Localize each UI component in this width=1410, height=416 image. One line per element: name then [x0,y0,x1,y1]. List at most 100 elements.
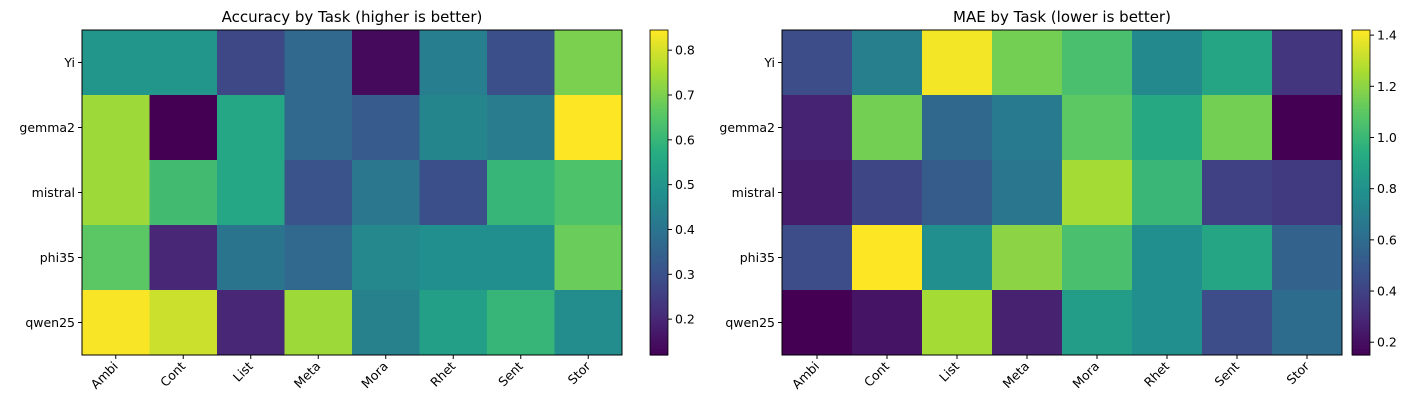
colorbar-segment [650,322,668,327]
colorbar-segment [650,121,668,125]
colorbar-segment [1352,208,1370,213]
colorbar-segment [1352,56,1370,60]
colorbar-segment [650,290,668,294]
x-tick-label: Cont [157,358,188,389]
colorbar-segment [650,43,668,47]
colorbar-segment [650,293,668,298]
colorbar-segment [650,108,668,112]
colorbar-segment [1352,82,1370,86]
colorbar-segment [650,49,668,54]
colorbar-segment [650,225,668,229]
colorbar-segment [1352,264,1370,268]
colorbar-segment [1352,114,1370,119]
y-tick-label: qwen25 [725,315,775,330]
colorbar-segment [1352,195,1370,200]
y-tick-label: phi35 [740,250,775,265]
colorbar-segment [1352,348,1370,353]
colorbar-segment [1352,49,1370,54]
colorbar-segment [1352,143,1370,148]
heatmap-cell [352,30,420,96]
y-tick-label: gemma2 [19,120,75,135]
colorbar-segment [1352,192,1370,197]
colorbar-segment [650,316,668,320]
colorbar-segment [1352,75,1370,80]
x-tick-label: Sent [1211,358,1242,389]
colorbar-segment [1352,101,1370,106]
heatmap-panel-0: Accuracy by Task (higher is better) Yi gem… [19,8,695,392]
heatmap-cell [992,290,1063,356]
heatmap-cell [782,30,853,96]
colorbar-segment [650,332,668,337]
colorbar-segment [1352,228,1370,233]
colorbar-segment [1352,121,1370,125]
colorbar-segment [650,192,668,197]
colorbar-segment [650,309,668,314]
colorbar-segment [650,195,668,200]
colorbar-segment [650,163,668,168]
colorbar-segment [1352,215,1370,220]
heatmap-cell [554,290,623,356]
colorbar-segment [1352,33,1370,38]
chart-title: MAE by Task (lower is better) [953,8,1171,26]
colorbar-segment [650,277,668,281]
y-tick-label: qwen25 [25,315,75,330]
heatmap-cell [922,290,993,356]
colorbar-segment [1352,260,1370,265]
heatmap-cell [1202,225,1273,291]
heatmap-cell [1272,225,1343,291]
x-tick-label: Meta [1000,359,1033,392]
colorbar-tick-label: 0.7 [675,88,695,103]
colorbar-segment [650,156,668,161]
colorbar-segment [650,325,668,330]
x-tick-label: Stor [1283,358,1312,387]
colorbar-segment [650,39,668,44]
colorbar-segment [1352,296,1370,301]
heatmap-cell [1202,160,1273,226]
heatmap-cell [419,290,488,356]
heatmap-cell [352,95,420,161]
heatmap-cell [992,95,1063,161]
heatmap-cell [284,290,353,356]
colorbar-segment [650,137,668,142]
heatmap-cell [284,225,353,291]
colorbar-segment [1352,65,1370,70]
colorbar-segment [1352,85,1370,90]
colorbar-segment [1352,43,1370,47]
heatmap-cell [149,160,218,226]
colorbar-segment [650,186,668,190]
colorbar-segment [650,228,668,233]
colorbar-segment [650,251,668,255]
colorbar-segment [1352,127,1370,132]
colorbar-segment [1352,351,1370,356]
heatmap-cell [782,225,853,291]
heatmap-cell [1272,290,1343,356]
colorbar-segment [1352,130,1370,135]
colorbar-tick-label: 0.2 [1377,335,1397,350]
colorbar-segment [1352,98,1370,103]
colorbar-segment [650,33,668,38]
colorbar-segment [650,52,668,57]
heatmap-cell [284,160,353,226]
colorbar-segment [1352,156,1370,161]
colorbar-segment [650,82,668,86]
heatmap-cell [1132,225,1203,291]
y-tick-label: Yi [63,55,75,70]
colorbar-segment [1352,335,1370,340]
y-tick-label: phi35 [40,250,75,265]
colorbar-segment [1352,247,1370,252]
colorbar-segment [1352,267,1370,272]
colorbar-segment [650,114,668,119]
heatmap-cell [149,290,218,356]
heatmap-cell [352,225,420,291]
colorbar-segment [1352,137,1370,142]
heatmap-cell [1062,160,1133,226]
colorbar-segment [650,72,668,77]
colorbar-segment [1352,104,1370,109]
heatmap-cell [82,225,150,291]
colorbar-segment [1352,225,1370,229]
colorbar-segment [1352,205,1370,210]
colorbar-segment [650,134,668,138]
colorbar-segment [650,205,668,210]
colorbar-segment [650,85,668,90]
colorbar-segment [650,231,668,236]
